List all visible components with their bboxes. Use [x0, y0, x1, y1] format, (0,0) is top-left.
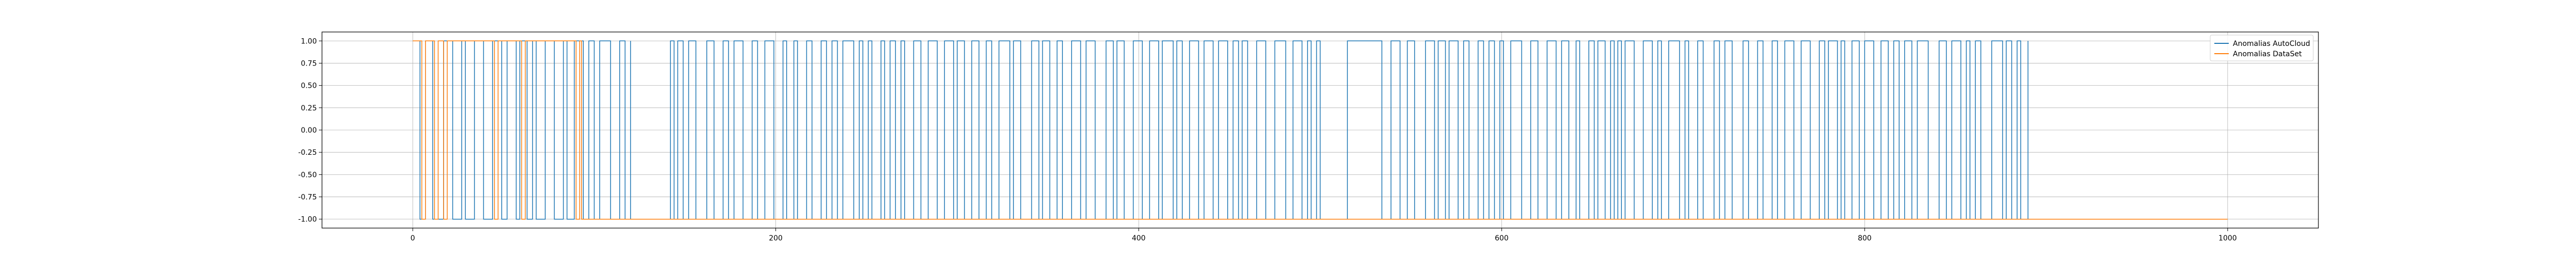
y-tick-label: 0.50 — [301, 82, 317, 90]
y-tick-label: -0.75 — [298, 194, 317, 202]
y-tick-label: -1.00 — [298, 216, 317, 224]
y-tick-label: 0.75 — [301, 59, 317, 68]
legend-label: Anomalias DataSet — [2233, 50, 2302, 58]
x-tick-label: 400 — [1132, 234, 1146, 243]
x-tick-label: 0 — [411, 234, 415, 243]
x-tick-label: 1000 — [2218, 234, 2237, 243]
x-tick-label: 800 — [1858, 234, 1872, 243]
legend-label: Anomalias AutoCloud — [2233, 40, 2310, 48]
x-tick-label: 200 — [769, 234, 783, 243]
y-tick-label: 0.00 — [301, 126, 317, 135]
y-tick-label: 0.25 — [301, 104, 317, 112]
legend-box — [2210, 35, 2314, 61]
series-dataset-line — [413, 40, 2228, 220]
y-tick-label: -0.25 — [298, 149, 317, 157]
tick-layer: 0 200 400 600 800 1000 -1.00 -0.75 -0.50 -0.25 0.0… — [298, 37, 2237, 243]
y-tick-label: 1.00 — [301, 37, 317, 45]
series-layer — [413, 40, 2228, 220]
x-tick-label: 600 — [1495, 234, 1509, 243]
legend: Anomalias AutoCloud Anomalias DataSet — [2210, 35, 2314, 61]
y-tick-label: -0.50 — [298, 171, 317, 179]
